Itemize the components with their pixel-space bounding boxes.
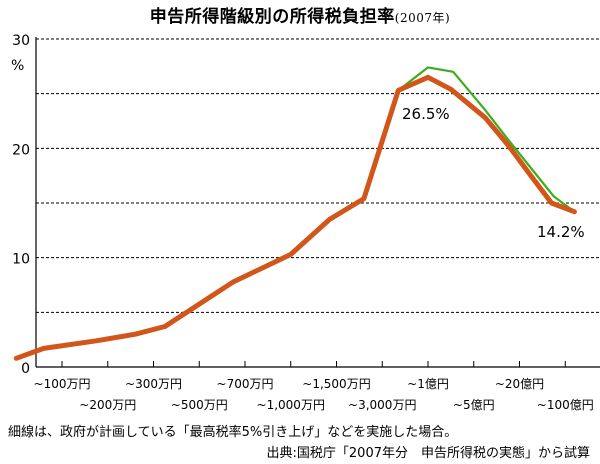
x-tick-label: ~300万円 [125,377,182,391]
x-tick-label: ~1,000万円 [257,398,325,412]
y-tick-label: 20 [12,142,30,158]
x-tick-label: ~100万円 [34,377,91,391]
x-tick-label: ~1,500万円 [302,377,370,391]
chart-year: (2007年) [394,11,451,25]
chart: 0 10 20 30 % ~100万円 ~200万円 ~300万円 ~500万円 ~700万円… [11,33,600,412]
chart-title: 申告所得階級別の所得税負担率(2007年) [0,2,600,27]
y-tick-label: 30 [12,33,30,49]
series-line-actual [13,74,577,361]
source-note: 出典:国税庁「2007年分 申告所得税の実態」から試算 [266,446,590,461]
x-tick-label: ~5億円 [453,398,495,412]
end-label: 14.2% [537,223,585,241]
x-tick-label: ~20億円 [495,377,544,391]
x-tick-labels: ~100万円 ~200万円 ~300万円 ~500万円 ~700万円 ~1,000万円 ~1… [34,377,594,412]
chart-title-text: 申告所得階級別の所得税負担率 [149,7,395,27]
series-lines [13,66,577,361]
x-tick-label: ~3,000万円 [348,398,416,412]
series-line-plan [362,66,576,213]
y-tick-label: 0 [21,361,30,377]
x-tick-label: ~1億円 [407,377,449,391]
gridlines [36,38,600,313]
x-tick-marks [61,361,566,367]
x-tick-label: ~500万円 [171,398,228,412]
y-tick-label: 10 [12,252,30,268]
peak-label: 26.5% [402,105,450,123]
x-tick-label: ~700万円 [217,377,274,391]
axes [35,37,600,368]
footnote: 細線は、政府が計画している「最高税率5%引き上げ」などを実施した場合。 [8,425,458,440]
y-axis-unit: % [11,58,24,74]
x-tick-label: ~100億円 [537,398,594,412]
x-tick-label: ~200万円 [79,398,136,412]
y-tick-labels: 0 10 20 30 [12,33,30,377]
